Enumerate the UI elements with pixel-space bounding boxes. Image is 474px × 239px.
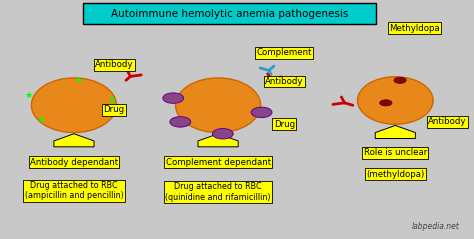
Circle shape xyxy=(380,100,392,106)
Ellipse shape xyxy=(175,78,261,133)
Text: Complement dependant: Complement dependant xyxy=(165,158,271,167)
Text: Methyldopa: Methyldopa xyxy=(389,23,439,33)
Circle shape xyxy=(251,107,272,118)
Circle shape xyxy=(170,117,191,127)
Text: Drug: Drug xyxy=(273,120,295,129)
Text: labpedia.net: labpedia.net xyxy=(411,222,459,231)
Text: ★: ★ xyxy=(36,115,45,124)
Circle shape xyxy=(212,129,233,139)
Text: Antibody: Antibody xyxy=(265,77,303,86)
Ellipse shape xyxy=(31,78,117,133)
Text: Antibody: Antibody xyxy=(428,117,466,126)
Circle shape xyxy=(163,93,183,103)
Text: Complement: Complement xyxy=(256,49,312,57)
Text: Autoimmune hemolytic anemia pathogenesis: Autoimmune hemolytic anemia pathogenesis xyxy=(111,9,348,19)
Text: Drug: Drug xyxy=(103,105,125,114)
FancyBboxPatch shape xyxy=(83,3,376,24)
Text: Drug attached to RBC
(ampicillin and pencillin): Drug attached to RBC (ampicillin and pen… xyxy=(25,181,123,201)
Polygon shape xyxy=(54,134,94,147)
Polygon shape xyxy=(198,134,238,147)
Text: ★: ★ xyxy=(108,96,116,105)
Text: (methyldopa): (methyldopa) xyxy=(366,170,424,179)
Text: Antibody: Antibody xyxy=(95,60,133,69)
Text: ★: ★ xyxy=(25,91,33,100)
Circle shape xyxy=(394,77,406,83)
Text: Drug attached to RBC
(quinidine and rifamicillin): Drug attached to RBC (quinidine and rifa… xyxy=(165,182,271,202)
Text: ★: ★ xyxy=(74,76,83,85)
Polygon shape xyxy=(375,125,415,139)
Text: Role is unclear: Role is unclear xyxy=(364,148,427,157)
Ellipse shape xyxy=(357,77,433,124)
Text: Antibody dependant: Antibody dependant xyxy=(30,158,118,167)
